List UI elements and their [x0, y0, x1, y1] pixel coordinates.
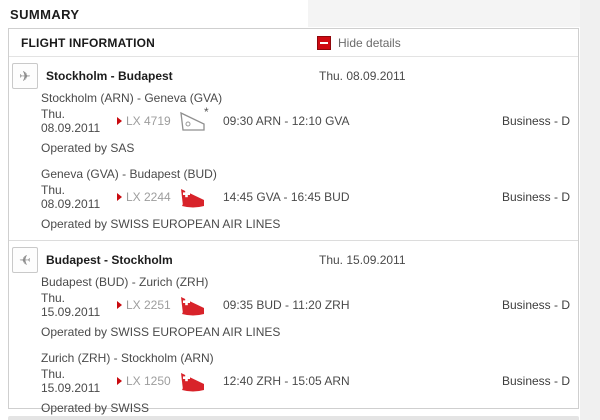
flight-leg: Geneva (GVA) - Budapest (BUD) Thu. 08.09… — [41, 167, 570, 231]
leg-operated-by: Operated by SAS — [41, 141, 135, 155]
leg-flight-row: Thu. 15.09.2011 LX 2251 09:35 BUD - 11:2… — [41, 291, 570, 319]
leg-date: Thu. 08.09.2011 — [41, 183, 101, 211]
codeshare-tail-asterisk-icon: * — [177, 105, 223, 134]
leg-operated-by: Operated by SWISS EUROPEAN AIR LINES — [41, 217, 281, 231]
leg-cabin: Business - D — [501, 190, 570, 204]
leg-route: Stockholm (ARN) - Geneva (GVA) — [41, 91, 223, 105]
flight-leg: Budapest (BUD) - Zurich (ZRH) Thu. 15.09… — [41, 275, 570, 339]
leg-route: Zurich (ZRH) - Stockholm (ARN) — [41, 351, 214, 365]
leg-route: Budapest (BUD) - Zurich (ZRH) — [41, 275, 209, 289]
flight-leg: Zurich (ZRH) - Stockholm (ARN) Thu. 15.0… — [41, 351, 570, 415]
leg-cabin: Business - D — [501, 298, 570, 312]
hide-details-toggle[interactable]: Hide details — [317, 29, 401, 57]
red-arrow-icon — [117, 193, 122, 201]
leg-flight-row: Thu. 08.09.2011 LX 2244 14:45 GVA - 16:4… — [41, 183, 570, 211]
leg-cabin: Business - D — [501, 374, 570, 388]
leg-date: Thu. 15.09.2011 — [41, 367, 101, 395]
segment-outbound: ✈ Stockholm - Budapest Thu. 08.09.2011 S… — [9, 63, 578, 231]
segment-header: ✈ Budapest - Stockholm Thu. 15.09.2011 — [12, 247, 578, 273]
leg-flight-number: LX 4719 — [117, 114, 177, 128]
plane-left-icon: ✈ — [12, 247, 38, 273]
leg-flight-row: Thu. 08.09.2011 LX 4719 * 09:30 ARN - 12… — [41, 105, 570, 135]
next-section-top-edge — [8, 416, 579, 420]
panel-header-title: FLIGHT INFORMATION — [21, 35, 156, 50]
page-title: SUMMARY — [10, 7, 80, 22]
leg-operated-by: Operated by SWISS EUROPEAN AIR LINES — [41, 325, 281, 339]
segment-title: Stockholm - Budapest — [46, 69, 173, 83]
segment-title: Budapest - Stockholm — [46, 253, 173, 267]
leg-date: Thu. 08.09.2011 — [41, 107, 101, 135]
leg-operated-by: Operated by SWISS — [41, 401, 150, 415]
leg-flight-number: LX 1250 — [117, 374, 177, 388]
leg-cabin: Business - D — [501, 114, 570, 128]
leg-flight-row: Thu. 15.09.2011 LX 1250 12:40 ZRH - 15:0… — [41, 367, 570, 395]
segment-header: ✈ Stockholm - Budapest Thu. 08.09.2011 — [12, 63, 578, 89]
leg-flight-number: LX 2251 — [117, 298, 177, 312]
flight-information-panel: FLIGHT INFORMATION Hide details ✈ Stockh… — [8, 28, 579, 415]
page-background-column — [580, 0, 600, 420]
page-background-band — [308, 0, 600, 27]
red-arrow-icon — [117, 301, 122, 309]
leg-route: Geneva (GVA) - Budapest (BUD) — [41, 167, 217, 181]
segment-divider — [9, 240, 578, 241]
plane-right-icon: ✈ — [12, 63, 38, 89]
segment-return: ✈ Budapest - Stockholm Thu. 15.09.2011 B… — [9, 247, 578, 415]
hide-details-label[interactable]: Hide details — [338, 36, 401, 50]
segment-date: Thu. 15.09.2011 — [319, 253, 406, 267]
leg-date: Thu. 15.09.2011 — [41, 291, 101, 319]
red-arrow-icon — [117, 117, 122, 125]
leg-flight-number: LX 2244 — [117, 190, 177, 204]
leg-times: 14:45 GVA - 16:45 BUD — [223, 190, 350, 204]
minus-icon[interactable] — [317, 36, 331, 50]
swiss-tail-icon — [177, 184, 223, 210]
red-arrow-icon — [117, 377, 122, 385]
swiss-tail-icon — [177, 368, 223, 394]
swiss-tail-icon — [177, 292, 223, 318]
segment-date: Thu. 08.09.2011 — [319, 69, 406, 83]
flight-leg: Stockholm (ARN) - Geneva (GVA) Thu. 08.0… — [41, 91, 570, 155]
panel-header: FLIGHT INFORMATION Hide details — [9, 29, 578, 57]
leg-times: 09:30 ARN - 12:10 GVA — [223, 114, 350, 128]
leg-times: 09:35 BUD - 11:20 ZRH — [223, 298, 350, 312]
leg-times: 12:40 ZRH - 15:05 ARN — [223, 374, 350, 388]
